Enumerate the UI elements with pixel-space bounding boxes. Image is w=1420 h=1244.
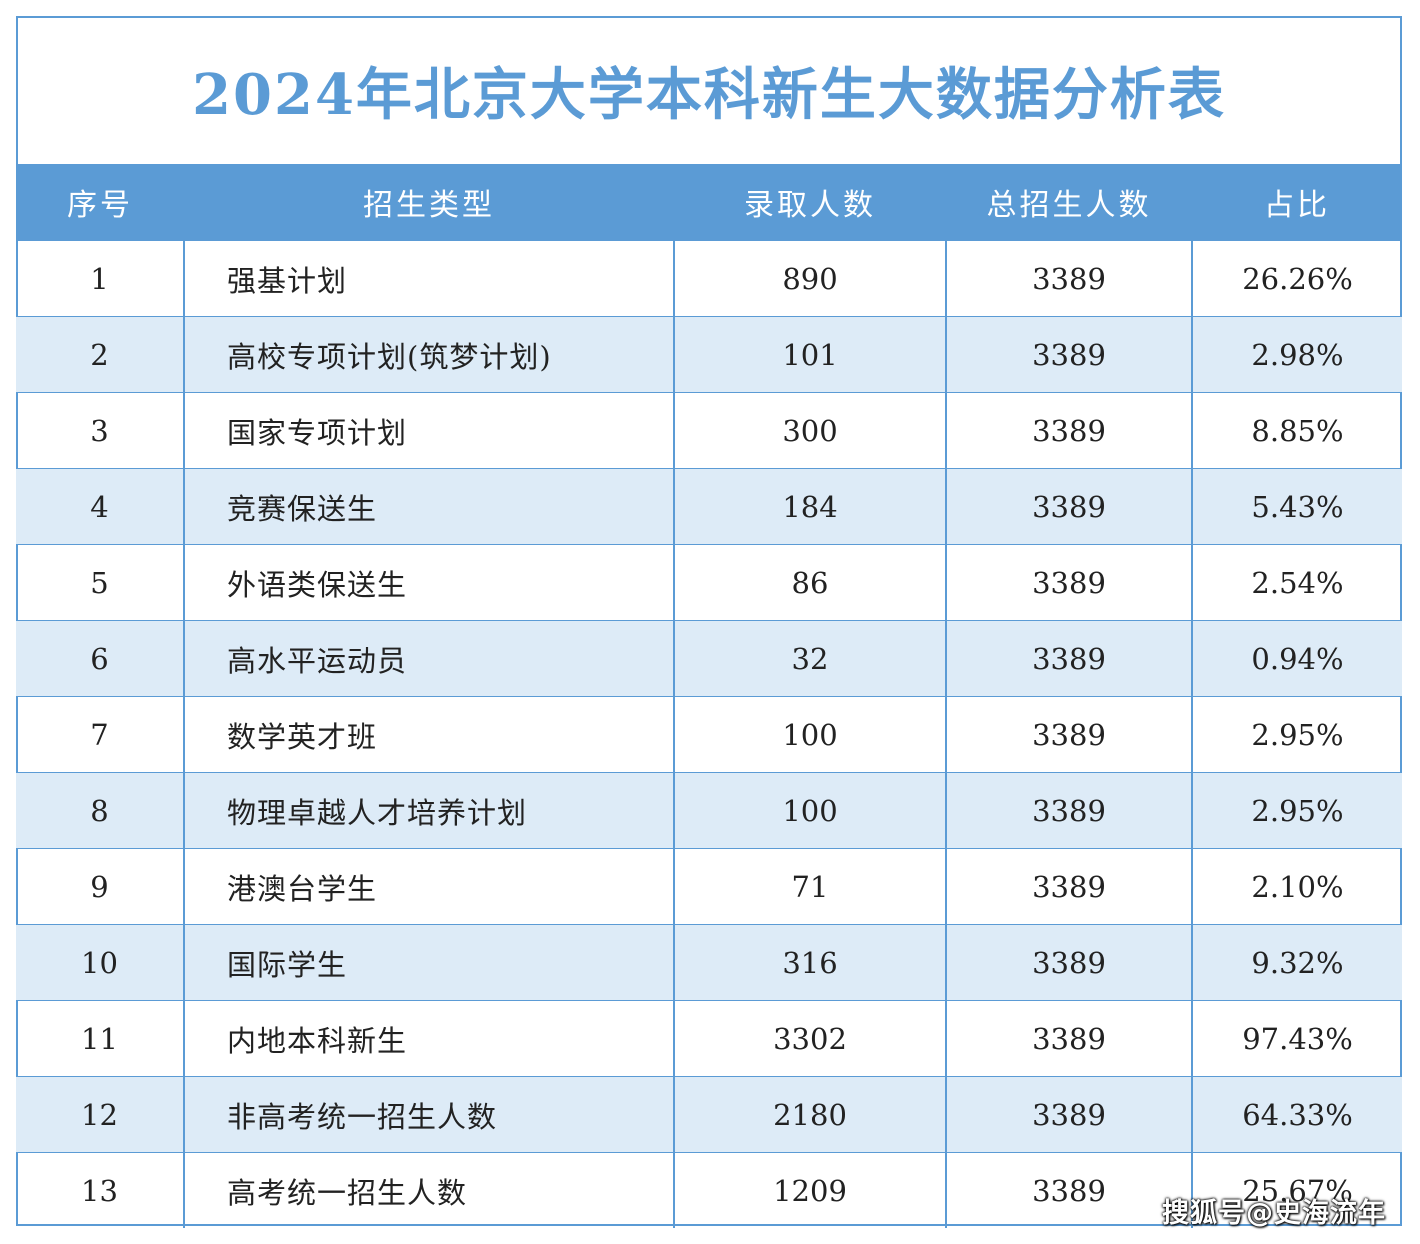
cell-total: 3389 xyxy=(945,240,1192,317)
cell-index: 1 xyxy=(16,240,184,317)
cell-admitted: 71 xyxy=(673,848,946,925)
table-row: 8 物理卓越人才培养计划 100 3389 2.95% xyxy=(16,772,1402,849)
cell-index: 13 xyxy=(16,1152,184,1228)
watermark-label: 搜狐号@史海流年 xyxy=(1162,1198,1386,1229)
cell-index: 12 xyxy=(16,1076,184,1153)
table-row: 1 强基计划 890 3389 26.26% xyxy=(16,240,1402,317)
cell-ratio: 2.10% xyxy=(1191,848,1402,925)
cell-type: 非高考统一招生人数 xyxy=(183,1076,674,1153)
cell-index: 8 xyxy=(16,772,184,849)
table-row: 13 高考统一招生人数 1209 3389 25.67% xyxy=(16,1152,1402,1228)
header-row: 序号 招生类型 录取人数 总招生人数 占比 xyxy=(16,164,1402,241)
cell-ratio: 2.98% xyxy=(1191,316,1402,393)
cell-total: 3389 xyxy=(945,468,1192,545)
page-title: 2024年北京大学本科新生大数据分析表 xyxy=(192,61,1226,128)
cell-index: 11 xyxy=(16,1000,184,1077)
cell-admitted: 316 xyxy=(673,924,946,1001)
table-row: 7 数学英才班 100 3389 2.95% xyxy=(16,696,1402,773)
column-header-total: 总招生人数 xyxy=(946,164,1192,241)
table-row: 3 国家专项计划 300 3389 8.85% xyxy=(16,392,1402,469)
cell-ratio: 26.26% xyxy=(1191,240,1402,317)
cell-admitted: 300 xyxy=(673,392,946,469)
cell-total: 3389 xyxy=(945,1000,1192,1077)
cell-admitted: 184 xyxy=(673,468,946,545)
cell-type: 港澳台学生 xyxy=(183,848,674,925)
cell-ratio: 64.33% xyxy=(1191,1076,1402,1153)
cell-total: 3389 xyxy=(945,696,1192,773)
table-row: 11 内地本科新生 3302 3389 97.43% xyxy=(16,1000,1402,1077)
cell-total: 3389 xyxy=(945,620,1192,697)
cell-type: 强基计划 xyxy=(183,240,674,317)
cell-ratio: 2.95% xyxy=(1191,696,1402,773)
cell-type: 竞赛保送生 xyxy=(183,468,674,545)
cell-type: 高水平运动员 xyxy=(183,620,674,697)
cell-type: 高校专项计划(筑梦计划) xyxy=(183,316,674,393)
cell-index: 10 xyxy=(16,924,184,1001)
cell-ratio: 8.85% xyxy=(1191,392,1402,469)
cell-admitted: 890 xyxy=(673,240,946,317)
cell-total: 3389 xyxy=(945,316,1192,393)
admissions-table: 序号 招生类型 录取人数 总招生人数 占比 1 强基计划 890 3389 26… xyxy=(16,164,1402,1228)
cell-type: 国际学生 xyxy=(183,924,674,1001)
cell-admitted: 1209 xyxy=(673,1152,946,1228)
cell-index: 5 xyxy=(16,544,184,621)
cell-admitted: 100 xyxy=(673,696,946,773)
cell-index: 2 xyxy=(16,316,184,393)
cell-type: 外语类保送生 xyxy=(183,544,674,621)
cell-index: 9 xyxy=(16,848,184,925)
cell-admitted: 32 xyxy=(673,620,946,697)
table-row: 6 高水平运动员 32 3389 0.94% xyxy=(16,620,1402,697)
cell-admitted: 2180 xyxy=(673,1076,946,1153)
column-header-index: 序号 xyxy=(16,164,184,241)
cell-type: 物理卓越人才培养计划 xyxy=(183,772,674,849)
table-row: 5 外语类保送生 86 3389 2.54% xyxy=(16,544,1402,621)
cell-ratio: 5.43% xyxy=(1191,468,1402,545)
cell-total: 3389 xyxy=(945,1152,1192,1228)
cell-ratio: 2.54% xyxy=(1191,544,1402,621)
cell-type: 内地本科新生 xyxy=(183,1000,674,1077)
cell-ratio: 97.43% xyxy=(1191,1000,1402,1077)
cell-admitted: 101 xyxy=(673,316,946,393)
column-header-ratio: 占比 xyxy=(1192,164,1402,241)
cell-total: 3389 xyxy=(945,924,1192,1001)
cell-admitted: 100 xyxy=(673,772,946,849)
cell-ratio: 25.67% xyxy=(1191,1152,1402,1228)
column-header-admitted: 录取人数 xyxy=(674,164,946,241)
cell-index: 4 xyxy=(16,468,184,545)
cell-total: 3389 xyxy=(945,1076,1192,1153)
cell-ratio: 9.32% xyxy=(1191,924,1402,1001)
cell-index: 7 xyxy=(16,696,184,773)
cell-admitted: 3302 xyxy=(673,1000,946,1077)
table-row: 12 非高考统一招生人数 2180 3389 64.33% xyxy=(16,1076,1402,1153)
column-header-type: 招生类型 xyxy=(184,164,674,241)
cell-ratio: 0.94% xyxy=(1191,620,1402,697)
cell-type: 国家专项计划 xyxy=(183,392,674,469)
cell-total: 3389 xyxy=(945,392,1192,469)
cell-type: 高考统一招生人数 xyxy=(183,1152,674,1228)
table-row: 4 竞赛保送生 184 3389 5.43% xyxy=(16,468,1402,545)
cell-total: 3389 xyxy=(945,848,1192,925)
cell-ratio: 2.95% xyxy=(1191,772,1402,849)
cell-type: 数学英才班 xyxy=(183,696,674,773)
table-row: 9 港澳台学生 71 3389 2.10% xyxy=(16,848,1402,925)
cell-index: 3 xyxy=(16,392,184,469)
cell-admitted: 86 xyxy=(673,544,946,621)
cell-total: 3389 xyxy=(945,544,1192,621)
table-row: 2 高校专项计划(筑梦计划) 101 3389 2.98% xyxy=(16,316,1402,393)
table-row: 10 国际学生 316 3389 9.32% xyxy=(16,924,1402,1001)
cell-index: 6 xyxy=(16,620,184,697)
cell-total: 3389 xyxy=(945,772,1192,849)
